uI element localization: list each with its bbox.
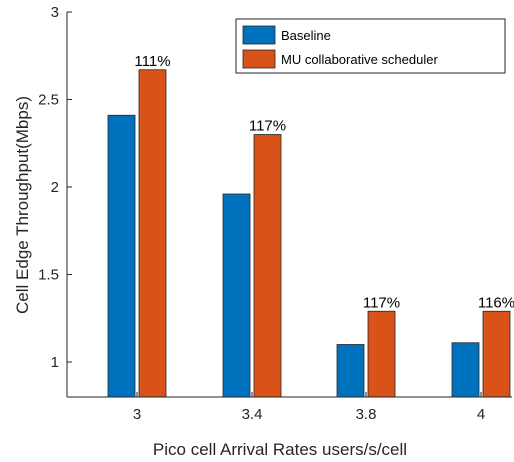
data-label: 117% <box>249 118 286 135</box>
y-ticks-group: 1 1.5 2 2.5 3 <box>38 4 72 371</box>
bar-mu-collaborative-3-4 <box>253 134 282 398</box>
data-label: 117% <box>363 294 400 311</box>
bar-baseline-4 <box>451 342 480 398</box>
legend-swatch-mu-collaborative <box>242 49 276 69</box>
x-tick-label: 4 <box>477 406 485 423</box>
y-tick-label: 2.5 <box>38 92 59 109</box>
legend-swatch-baseline <box>242 25 276 45</box>
bar-mu-collaborative-3 <box>138 69 167 398</box>
legend-label-mu-collaborative: MU collaborative scheduler <box>281 52 438 67</box>
y-tick-label: 3 <box>51 4 59 21</box>
x-tick-label: 3.4 <box>242 406 263 423</box>
legend-box <box>235 18 506 74</box>
x-ticks-group: 3 3.4 3.8 4 <box>133 392 485 423</box>
bar-baseline-3 <box>107 114 136 398</box>
y-tick-label: 1.5 <box>38 267 59 284</box>
data-labels-group: 111% 117% 117% 116% <box>134 53 514 312</box>
x-tick-label: 3.8 <box>356 406 377 423</box>
bar-baseline-3-4 <box>222 193 251 398</box>
legend-label-baseline: Baseline <box>281 28 331 43</box>
y-axis-label: Cell Edge Throughput(Mbps) <box>13 96 32 314</box>
bar-mu-collaborative-3-8 <box>367 310 396 398</box>
y-tick-label: 2 <box>51 179 59 196</box>
legend: Baseline MU collaborative scheduler <box>235 18 506 74</box>
x-tick-label: 3 <box>133 406 141 423</box>
x-axis-label: Pico cell Arrival Rates users/s/cell <box>153 440 407 459</box>
bar-baseline-3-8 <box>336 344 365 398</box>
data-label: 111% <box>134 53 170 70</box>
data-label: 116% <box>478 294 514 311</box>
bar-mu-collaborative-4 <box>482 310 511 398</box>
y-tick-label: 1 <box>51 354 59 371</box>
axes-group <box>66 12 512 398</box>
bars-group <box>107 69 511 398</box>
